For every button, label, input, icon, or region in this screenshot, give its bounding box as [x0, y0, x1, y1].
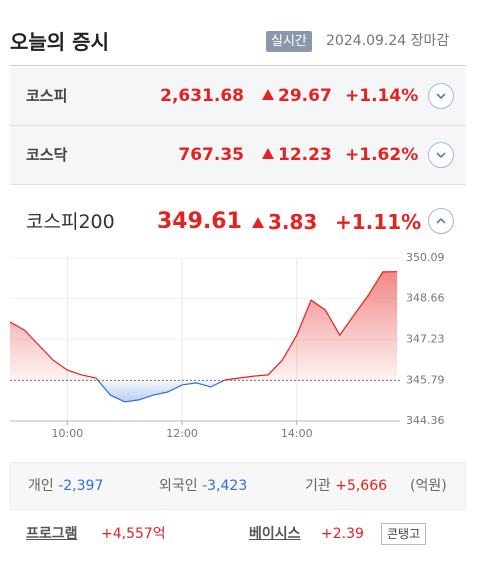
investor-name: 외국인 — [159, 478, 198, 494]
featured-value: 349.61 — [157, 209, 242, 234]
investor-value: -2,397 — [58, 478, 104, 494]
area-down — [97, 380, 225, 402]
index-change: 12.23 — [262, 126, 332, 184]
investor-value: -3,423 — [202, 478, 248, 494]
change-text: 3.83 — [268, 210, 318, 234]
index-value: 2,631.68 — [160, 86, 244, 106]
index-name: 코스닥 — [26, 146, 68, 164]
x-tick-label: 10:00 — [52, 427, 84, 440]
index-row[interactable]: 코스닥 767.35 12.23 +1.62% — [10, 126, 466, 185]
x-tick-label: 14:00 — [281, 427, 313, 440]
change-text: 12.23 — [278, 145, 332, 165]
date: 2024.09.24 — [326, 33, 407, 49]
program-label[interactable]: 프로그램 — [26, 526, 78, 542]
y-tick-label: 347.23 — [406, 332, 445, 345]
y-tick-label: 350.09 — [406, 251, 445, 264]
index-rate: +1.62% — [345, 145, 419, 165]
investor: 기관 +5,666 — [305, 463, 387, 509]
index-rate: +1.14% — [345, 86, 419, 106]
area-up — [10, 271, 398, 381]
change-text: 29.67 — [278, 86, 332, 106]
index-value: 767.35 — [178, 145, 244, 165]
index-change: 29.67 — [262, 67, 332, 125]
basis-value: +2.39 — [321, 526, 364, 542]
up-icon — [252, 217, 264, 228]
x-tick-label: 12:00 — [166, 427, 198, 440]
index-name: 코스피 — [26, 87, 68, 105]
title: 오늘의 증시 — [10, 30, 109, 54]
collapse-button[interactable] — [427, 207, 455, 235]
y-tick-label: 348.66 — [406, 292, 445, 305]
basis-state: 콘탱고 — [381, 523, 427, 545]
up-icon — [262, 148, 274, 159]
badge: 실시간 — [266, 31, 312, 52]
divider — [10, 65, 466, 66]
y-tick-label: 344.36 — [406, 414, 445, 427]
investor: 외국인 -3,423 — [159, 463, 247, 509]
investor-name: 개인 — [28, 478, 54, 494]
index-row[interactable]: 코스피 2,631.68 29.67 +1.14% — [10, 67, 466, 126]
line-up — [10, 271, 398, 381]
program-value: +4,557억 — [101, 526, 166, 542]
expand-button[interactable] — [427, 82, 455, 110]
up-icon — [262, 89, 274, 100]
investor-box: 개인 -2,397 외국인 -3,423 기관 +5,666 (억원) — [10, 462, 466, 510]
chart: 350.09 348.66 347.23 345.79 344.36 10:00 12:00… — [10, 251, 445, 440]
y-tick-label: 345.79 — [406, 373, 445, 386]
line-down — [97, 380, 228, 403]
investor-value: +5,666 — [335, 478, 388, 494]
expand-button[interactable] — [427, 141, 455, 169]
featured-name: 코스피200 — [26, 211, 115, 233]
status: 장마감 — [410, 33, 450, 49]
unit: (억원) — [410, 478, 447, 494]
investor-name: 기관 — [305, 478, 331, 494]
investor: 개인 -2,397 — [28, 463, 103, 509]
basis-label[interactable]: 베이시스 — [249, 526, 301, 542]
featured-change: 3.83 — [252, 207, 317, 237]
featured-rate: +1.11% — [335, 210, 422, 234]
date-status: 2024.09.24 장마감 — [326, 31, 449, 52]
